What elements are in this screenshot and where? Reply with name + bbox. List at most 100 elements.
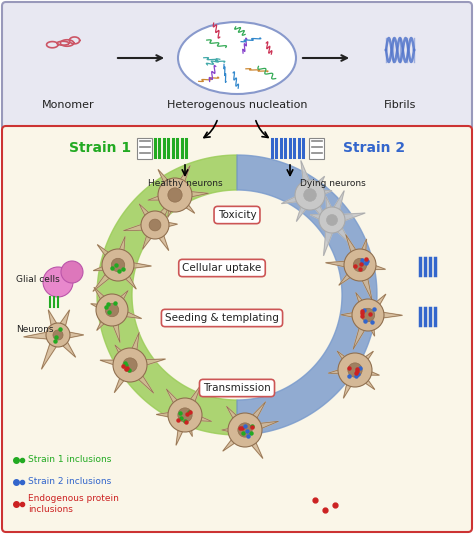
Polygon shape [176,413,190,445]
Polygon shape [166,389,189,418]
Polygon shape [24,330,58,340]
Circle shape [338,353,372,387]
Polygon shape [115,345,134,368]
Polygon shape [54,332,76,357]
Polygon shape [114,262,136,289]
Polygon shape [97,245,121,269]
Polygon shape [356,293,373,317]
Polygon shape [326,260,360,270]
Polygon shape [158,169,179,198]
Text: Seeding & templating: Seeding & templating [165,313,279,323]
Polygon shape [363,313,374,336]
Polygon shape [223,426,248,451]
Text: Toxicity: Toxicity [218,210,256,220]
Circle shape [295,180,325,210]
Circle shape [105,303,118,317]
Polygon shape [328,191,344,222]
Polygon shape [282,190,311,203]
Polygon shape [296,193,314,222]
Circle shape [319,207,345,233]
Polygon shape [151,200,172,228]
Polygon shape [171,166,190,197]
Polygon shape [328,217,351,244]
Circle shape [46,323,70,347]
Polygon shape [337,351,359,373]
Polygon shape [237,155,377,435]
Polygon shape [172,191,195,213]
Circle shape [113,348,147,382]
Polygon shape [125,333,139,366]
Polygon shape [310,215,333,225]
Circle shape [168,398,202,432]
Polygon shape [97,155,237,435]
Polygon shape [344,368,360,398]
Circle shape [353,258,367,272]
Polygon shape [94,287,116,313]
Polygon shape [143,223,159,249]
Polygon shape [227,406,249,433]
Polygon shape [306,176,325,198]
Polygon shape [97,307,116,331]
FancyBboxPatch shape [310,137,325,159]
Circle shape [141,211,169,239]
Polygon shape [352,366,375,389]
Polygon shape [346,234,365,267]
Polygon shape [100,360,131,370]
Polygon shape [355,239,366,266]
Ellipse shape [178,22,296,94]
Polygon shape [306,192,328,224]
Circle shape [348,363,362,377]
Polygon shape [155,220,177,230]
Text: Strain 1: Strain 1 [69,141,131,155]
Polygon shape [351,351,374,373]
Text: Healthy neurons: Healthy neurons [148,178,223,187]
Polygon shape [129,359,165,370]
Polygon shape [107,309,120,342]
Polygon shape [118,260,151,270]
Polygon shape [353,313,373,349]
Polygon shape [244,421,278,435]
Polygon shape [222,425,245,435]
Polygon shape [113,237,125,266]
Polygon shape [156,410,185,420]
Polygon shape [339,261,364,285]
FancyBboxPatch shape [2,2,472,130]
Polygon shape [356,263,372,301]
Text: Glial cells: Glial cells [16,276,60,285]
Circle shape [61,261,83,283]
Text: Dying neurons: Dying neurons [300,178,366,187]
Polygon shape [139,204,159,228]
Circle shape [43,267,73,297]
Polygon shape [301,161,315,197]
Polygon shape [48,310,63,337]
Circle shape [111,258,125,272]
Polygon shape [241,402,265,433]
Polygon shape [341,310,368,320]
Circle shape [228,413,262,447]
Circle shape [96,294,128,326]
Polygon shape [124,220,156,231]
Polygon shape [91,304,113,315]
Circle shape [327,215,337,225]
Polygon shape [354,365,379,375]
Polygon shape [108,290,128,313]
Text: Cellular uptake: Cellular uptake [182,263,262,273]
Circle shape [158,178,192,212]
Polygon shape [368,310,402,320]
Polygon shape [54,310,70,337]
Text: Neurons: Neurons [16,326,54,334]
Circle shape [53,330,63,340]
Polygon shape [58,330,83,340]
Text: Strain 2 inclusions: Strain 2 inclusions [28,477,111,486]
Circle shape [168,188,182,202]
Polygon shape [110,305,142,318]
Text: Endogenous protein
inclusions: Endogenous protein inclusions [28,494,119,514]
Polygon shape [326,197,337,221]
Text: Monomer: Monomer [42,100,94,110]
Text: Fibrils: Fibrils [384,100,416,110]
Polygon shape [364,294,386,318]
Polygon shape [93,262,122,292]
Polygon shape [93,260,119,271]
Polygon shape [175,190,209,200]
Text: Heterogenous nucleation: Heterogenous nucleation [167,100,307,110]
